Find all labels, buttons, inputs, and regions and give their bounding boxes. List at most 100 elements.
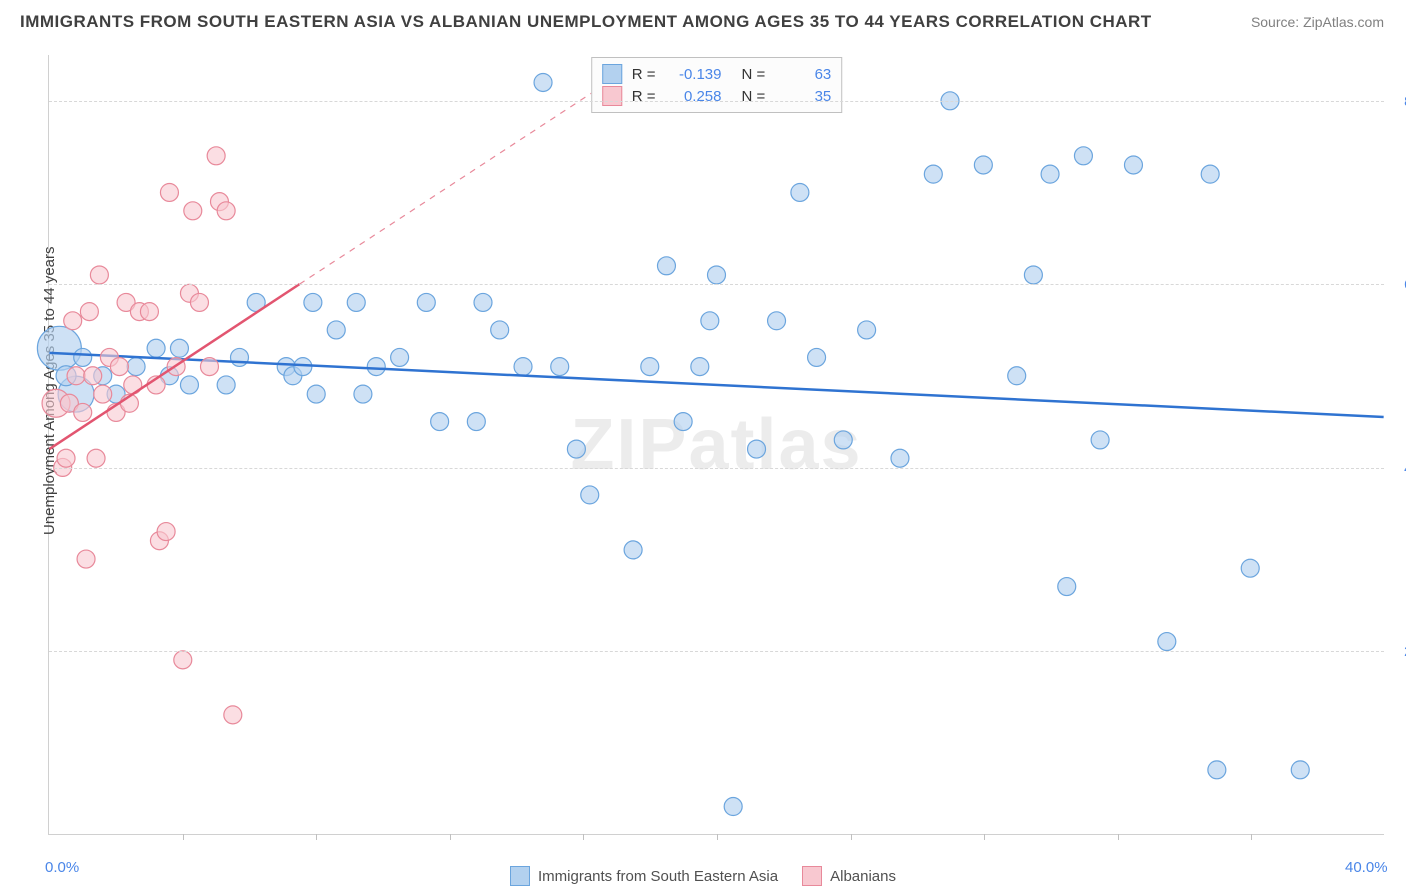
data-point bbox=[157, 523, 175, 541]
x-tick-mark bbox=[1118, 834, 1119, 840]
data-point bbox=[834, 431, 852, 449]
n-label: N = bbox=[742, 66, 766, 83]
data-point bbox=[1058, 578, 1076, 596]
r-value-1: -0.139 bbox=[666, 66, 722, 83]
n-value-2: 35 bbox=[775, 88, 831, 105]
correlation-legend: R = -0.139 N = 63 R = 0.258 N = 35 bbox=[591, 57, 843, 113]
data-point bbox=[808, 348, 826, 366]
data-point bbox=[417, 293, 435, 311]
source-label: Source: ZipAtlas.com bbox=[1251, 14, 1384, 30]
data-point bbox=[391, 348, 409, 366]
data-point bbox=[190, 293, 208, 311]
data-point bbox=[94, 385, 112, 403]
data-point bbox=[691, 358, 709, 376]
trend-line bbox=[49, 353, 1383, 417]
data-point bbox=[307, 385, 325, 403]
bottom-legend-item-1: Immigrants from South Eastern Asia bbox=[510, 866, 778, 886]
n-value-1: 63 bbox=[775, 66, 831, 83]
data-point bbox=[551, 358, 569, 376]
data-point bbox=[160, 183, 178, 201]
data-point bbox=[891, 449, 909, 467]
data-point bbox=[231, 348, 249, 366]
data-point bbox=[1024, 266, 1042, 284]
data-point bbox=[924, 165, 942, 183]
x-tick-mark bbox=[583, 834, 584, 840]
data-point bbox=[87, 449, 105, 467]
data-point bbox=[674, 413, 692, 431]
x-tick-mark bbox=[984, 834, 985, 840]
legend-row-series2: R = 0.258 N = 35 bbox=[602, 86, 832, 106]
data-point bbox=[140, 303, 158, 321]
data-point bbox=[624, 541, 642, 559]
data-point bbox=[354, 385, 372, 403]
plot-area: Unemployment Among Ages 35 to 44 years Z… bbox=[48, 55, 1384, 835]
data-point bbox=[304, 293, 322, 311]
data-point bbox=[467, 413, 485, 431]
gridline-h bbox=[49, 101, 1384, 102]
data-point bbox=[294, 358, 312, 376]
data-point bbox=[708, 266, 726, 284]
data-point bbox=[1124, 156, 1142, 174]
data-point bbox=[1201, 165, 1219, 183]
data-point bbox=[858, 321, 876, 339]
chart-svg bbox=[49, 55, 1384, 834]
data-point bbox=[1041, 165, 1059, 183]
data-point bbox=[74, 403, 92, 421]
legend-swatch-pink bbox=[802, 866, 822, 886]
data-point bbox=[57, 449, 75, 467]
data-point bbox=[200, 358, 218, 376]
data-point bbox=[64, 312, 82, 330]
data-point bbox=[367, 358, 385, 376]
data-point bbox=[431, 413, 449, 431]
data-point bbox=[147, 339, 165, 357]
data-point bbox=[90, 266, 108, 284]
data-point bbox=[207, 147, 225, 165]
data-point bbox=[217, 376, 235, 394]
x-tick-mark bbox=[1251, 834, 1252, 840]
data-point bbox=[184, 202, 202, 220]
r-value-2: 0.258 bbox=[666, 88, 722, 105]
x-tick-mark bbox=[183, 834, 184, 840]
data-point bbox=[581, 486, 599, 504]
data-point bbox=[37, 326, 81, 370]
gridline-h bbox=[49, 468, 1384, 469]
legend-row-series1: R = -0.139 N = 63 bbox=[602, 64, 832, 84]
x-tick-mark bbox=[717, 834, 718, 840]
data-point bbox=[110, 358, 128, 376]
data-point bbox=[174, 651, 192, 669]
data-point bbox=[1208, 761, 1226, 779]
data-point bbox=[180, 376, 198, 394]
series1-label: Immigrants from South Eastern Asia bbox=[538, 868, 778, 885]
x-tick-mark bbox=[450, 834, 451, 840]
data-point bbox=[67, 367, 85, 385]
data-point bbox=[534, 74, 552, 92]
gridline-h bbox=[49, 651, 1384, 652]
data-point bbox=[567, 440, 585, 458]
data-point bbox=[791, 183, 809, 201]
data-point bbox=[1291, 761, 1309, 779]
data-point bbox=[724, 798, 742, 816]
legend-swatch-blue bbox=[510, 866, 530, 886]
data-point bbox=[74, 348, 92, 366]
data-point bbox=[748, 440, 766, 458]
bottom-legend: Immigrants from South Eastern Asia Alban… bbox=[510, 866, 896, 886]
data-point bbox=[1091, 431, 1109, 449]
r-label: R = bbox=[632, 88, 656, 105]
data-point bbox=[701, 312, 719, 330]
data-point bbox=[224, 706, 242, 724]
data-point bbox=[974, 156, 992, 174]
gridline-h bbox=[49, 284, 1384, 285]
data-point bbox=[1008, 367, 1026, 385]
data-point bbox=[474, 293, 492, 311]
data-point bbox=[127, 358, 145, 376]
n-label: N = bbox=[742, 88, 766, 105]
data-point bbox=[217, 202, 235, 220]
data-point bbox=[84, 367, 102, 385]
data-point bbox=[170, 339, 188, 357]
data-point bbox=[1074, 147, 1092, 165]
data-point bbox=[327, 321, 345, 339]
data-point bbox=[77, 550, 95, 568]
data-point bbox=[641, 358, 659, 376]
data-point bbox=[514, 358, 532, 376]
bottom-legend-item-2: Albanians bbox=[802, 866, 896, 886]
